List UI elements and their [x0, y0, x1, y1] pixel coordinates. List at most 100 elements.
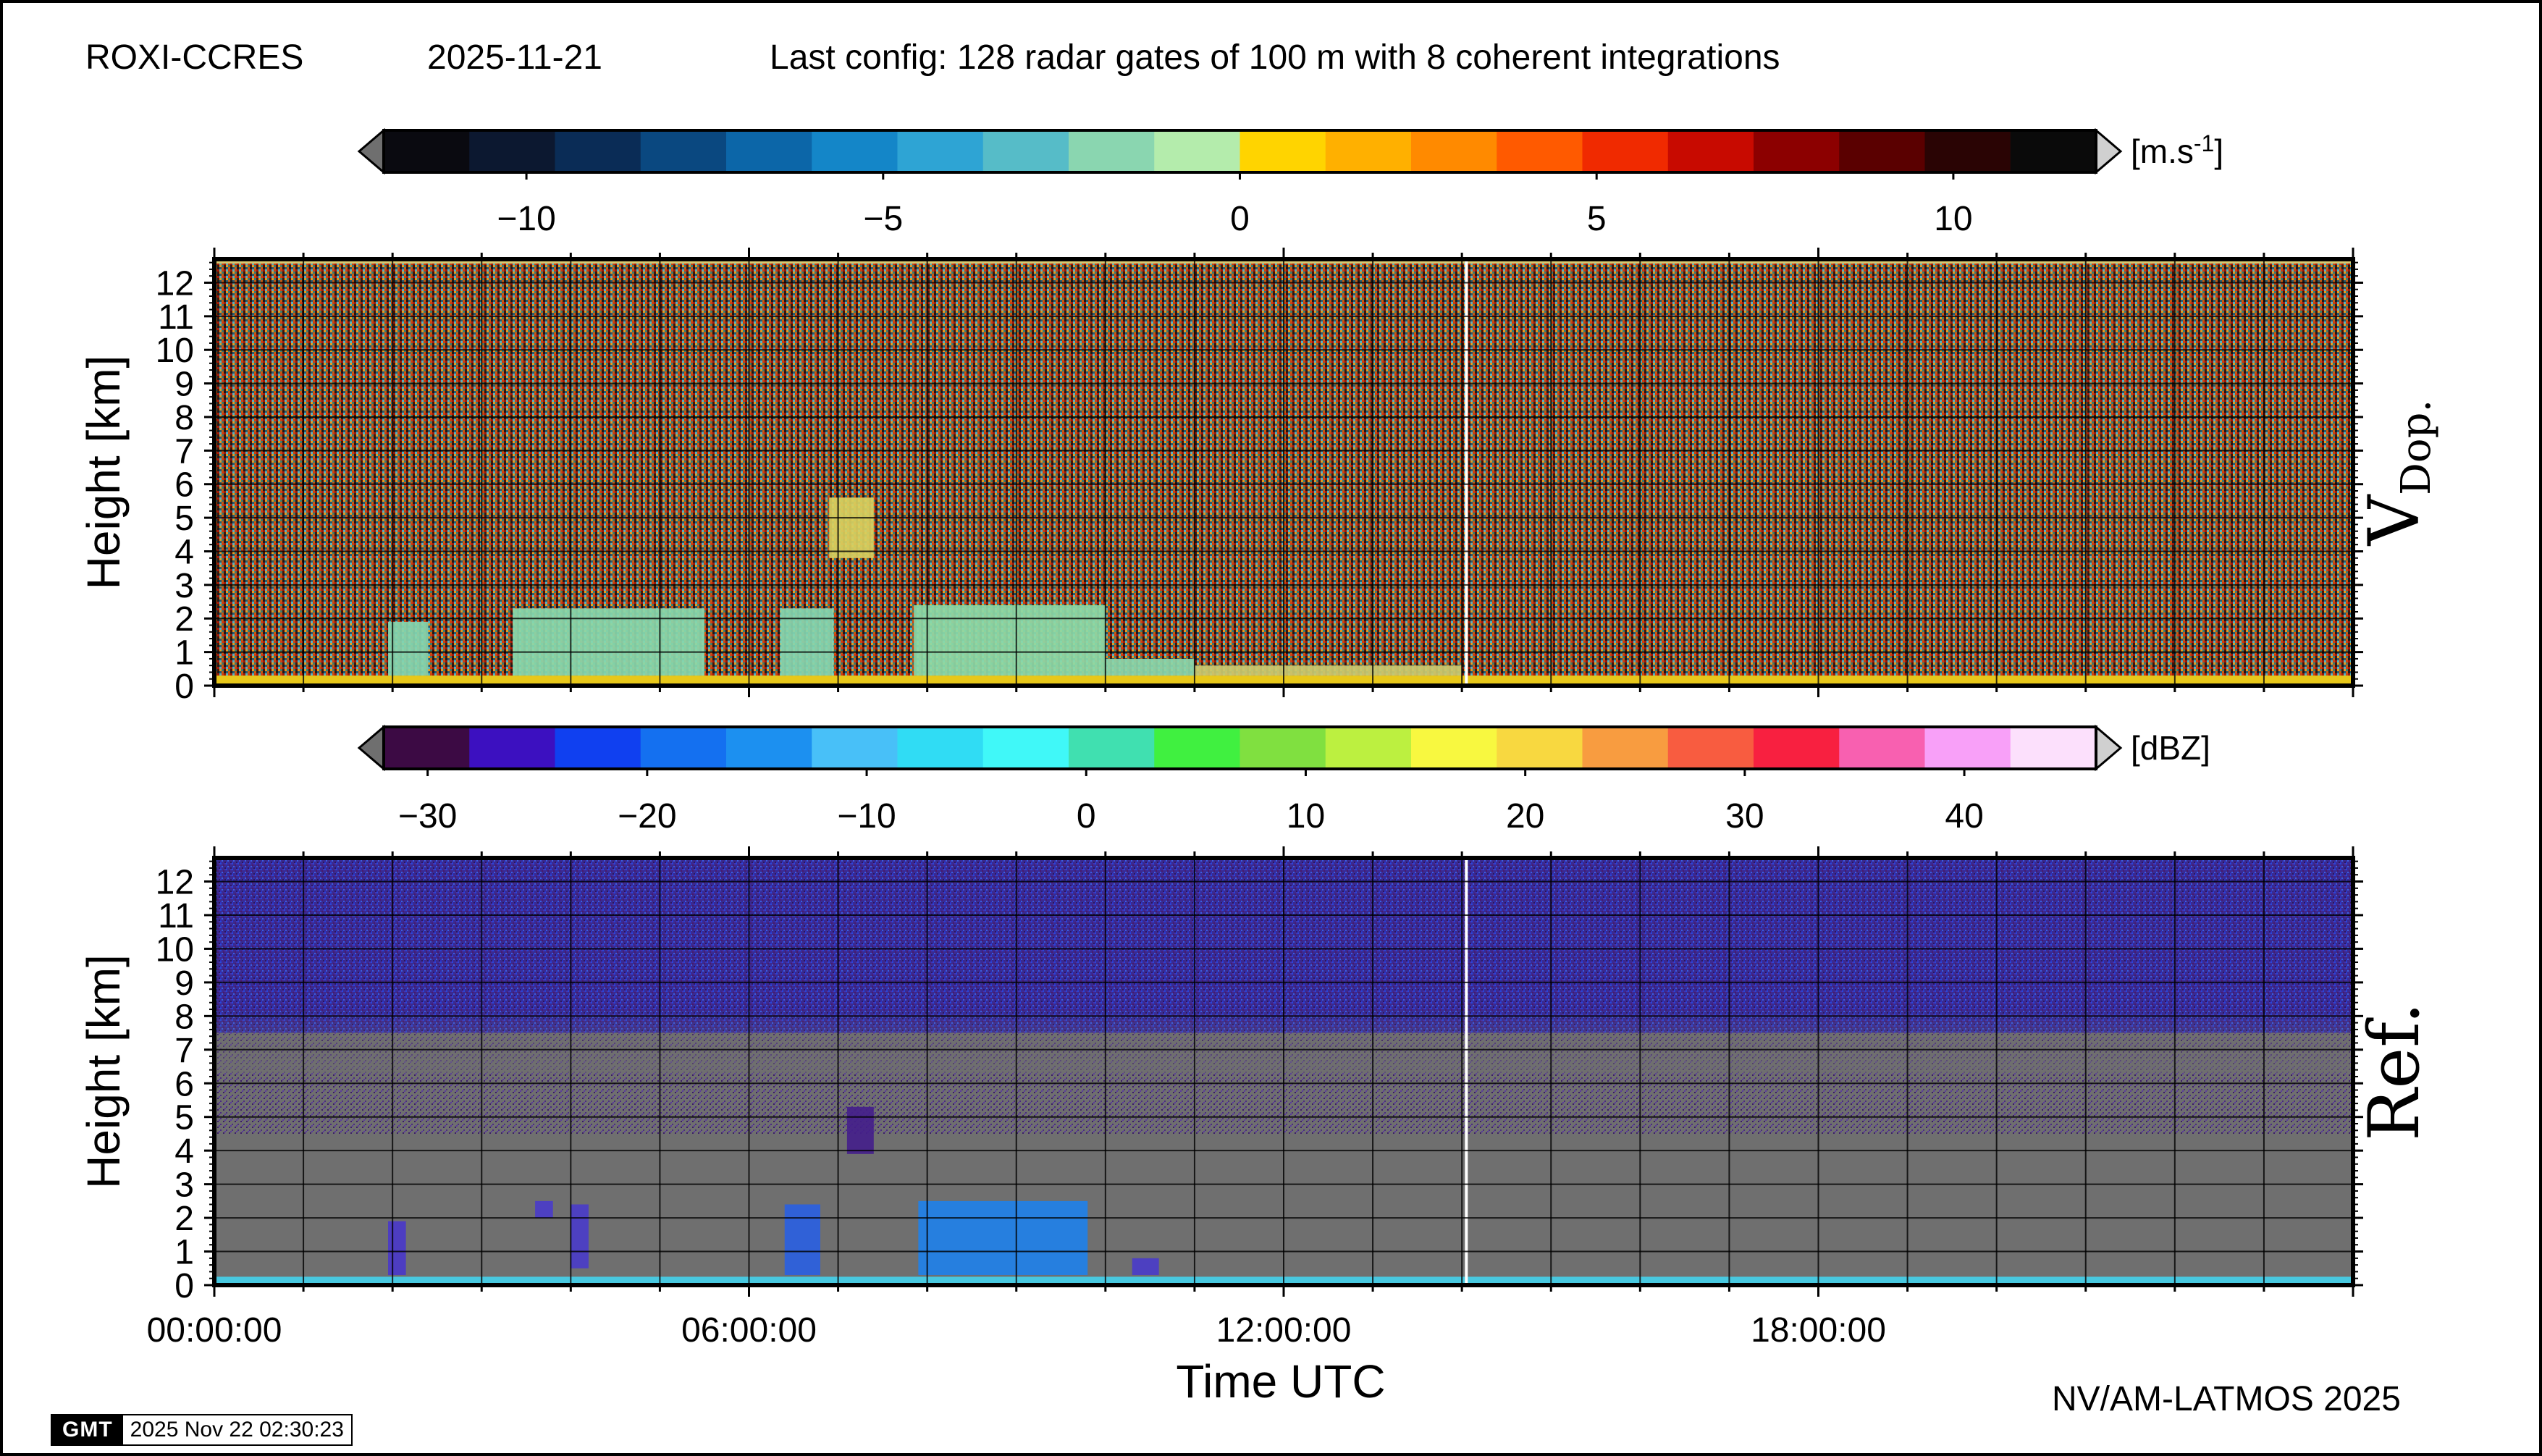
colorbar-segment	[1754, 130, 1840, 172]
colorbar-segment	[1069, 130, 1155, 172]
cloud-echo	[829, 497, 874, 558]
colorbar-segment	[1497, 727, 1583, 769]
colorbar-tick-label: −5	[863, 200, 903, 238]
y-tick-label: 12	[156, 264, 194, 303]
plot-timestamp: 2025 Nov 22 02:30:23	[122, 1415, 351, 1444]
y-tick-label: 10	[156, 930, 194, 969]
colorbar-tick-label: 5	[1587, 200, 1607, 238]
y-tick-label: 5	[174, 1099, 194, 1137]
y-tick-label: 8	[174, 998, 194, 1036]
colorbar-segment	[1325, 727, 1412, 769]
colorbar-segment	[469, 130, 556, 172]
y-tick-label: 9	[174, 964, 194, 1003]
colorbar-segment	[1411, 130, 1497, 172]
colorbar-segment	[1069, 727, 1155, 769]
y-tick-label: 7	[174, 432, 194, 471]
colorbar-segment	[726, 130, 812, 172]
colorbar-tick-label: 0	[1230, 200, 1250, 238]
y-tick-label: 2	[174, 1200, 194, 1238]
colorbar-segment	[1667, 130, 1754, 172]
x-tick-label: 18:00:00	[1751, 1311, 1886, 1350]
colorbar-segment	[812, 130, 898, 172]
colorbar-segment	[1582, 727, 1669, 769]
colorbar-tick-label: −30	[398, 797, 457, 836]
y-tick-label: 2	[174, 600, 194, 639]
y-tick-label: 6	[174, 466, 194, 505]
y-tick-label: 4	[174, 1132, 194, 1171]
colorbar-segment	[812, 727, 898, 769]
colorbar-segment	[555, 130, 641, 172]
colorbar-segment	[384, 130, 470, 172]
colorbar-segment	[1154, 727, 1241, 769]
colorbar-underflow-triangle	[357, 724, 385, 772]
colorbar-segment	[982, 727, 1069, 769]
colorbar-unit-label: [m.s-1]	[2131, 130, 2223, 170]
colorbar-tick-label: 30	[1725, 797, 1764, 836]
colorbar-segment	[897, 727, 984, 769]
gmt-timestamp-box: GMT 2025 Nov 22 02:30:23	[51, 1414, 353, 1446]
colorbar-segment	[1924, 727, 2011, 769]
colorbar-unit-label: [dBZ]	[2131, 729, 2210, 767]
colorbar: −10 −5 0 5 10 [m.s-1]	[357, 127, 2223, 238]
cloud-echo	[1132, 1258, 1159, 1276]
y-tick-label: 6	[174, 1065, 194, 1103]
colorbar-segment	[726, 727, 812, 769]
colorbar-tick-label: 10	[1934, 200, 1972, 238]
y-tick-label: 11	[158, 897, 194, 935]
colorbar-tick-label: −10	[837, 797, 896, 836]
cloud-echo	[780, 608, 834, 676]
colorbar-tick-label: −20	[618, 797, 676, 836]
y-tick-label: 10	[156, 332, 194, 370]
y-tick-label: 7	[174, 1032, 194, 1070]
colorbar-tick-label: 40	[1945, 797, 1983, 836]
panel-label-subscript: Dop.	[2393, 400, 2440, 495]
plot-area	[214, 858, 2353, 1285]
colorbar-overflow-triangle	[2095, 724, 2123, 772]
y-tick-label: 5	[174, 500, 194, 538]
x-axis-label: Time UTC	[1176, 1355, 1385, 1407]
colorbar-segment	[1240, 130, 1326, 172]
y-tick-label: 12	[156, 864, 194, 902]
colorbar-segment	[897, 130, 984, 172]
colorbar-segment	[1325, 130, 1412, 172]
colorbar-segment	[384, 727, 470, 769]
colorbar-overflow-triangle	[2095, 127, 2123, 175]
colorbar-border	[382, 725, 2097, 770]
y-tick-label: 8	[174, 399, 194, 437]
y-axis-label: Height [km]	[77, 355, 130, 590]
colorbar-tick-label: 20	[1506, 797, 1544, 836]
panel-label: VDop.	[2354, 400, 2440, 547]
y-tick-label: 0	[174, 668, 194, 706]
colorbar-segment	[555, 727, 641, 769]
colorbar-segment	[1667, 727, 1754, 769]
colorbar-segment	[469, 727, 556, 769]
colorbar-segment	[1839, 130, 1926, 172]
plot-area	[214, 259, 2353, 686]
colorbar-segment	[1154, 130, 1241, 172]
cloud-echo	[571, 1204, 589, 1268]
panel-label: Ref.	[2354, 1002, 2435, 1141]
station-title: ROXI-CCRES	[85, 38, 304, 77]
colorbar-segment	[2010, 727, 2097, 769]
colorbar-segment	[1754, 727, 1840, 769]
colorbar-segment	[2010, 130, 2097, 172]
colorbar-underflow-triangle	[357, 127, 385, 175]
cloud-echo	[388, 1221, 406, 1276]
colorbar-segment	[1240, 727, 1326, 769]
gmt-logo: GMT	[52, 1415, 123, 1444]
y-tick-label: 3	[174, 1166, 194, 1205]
colorbar-tick-label: 10	[1287, 797, 1325, 836]
colorbar-segment	[1497, 130, 1583, 172]
cloud-echo	[388, 621, 429, 676]
colorbar-segment	[1411, 727, 1497, 769]
y-axis-label: Height [km]	[77, 954, 130, 1189]
colorbar-tick-label: −10	[497, 200, 555, 238]
cloud-echo	[918, 1200, 1088, 1276]
colorbar-segment	[982, 130, 1069, 172]
y-tick-label: 1	[174, 634, 194, 673]
colorbar-segment	[1924, 130, 2011, 172]
y-tick-label: 0	[174, 1267, 194, 1305]
